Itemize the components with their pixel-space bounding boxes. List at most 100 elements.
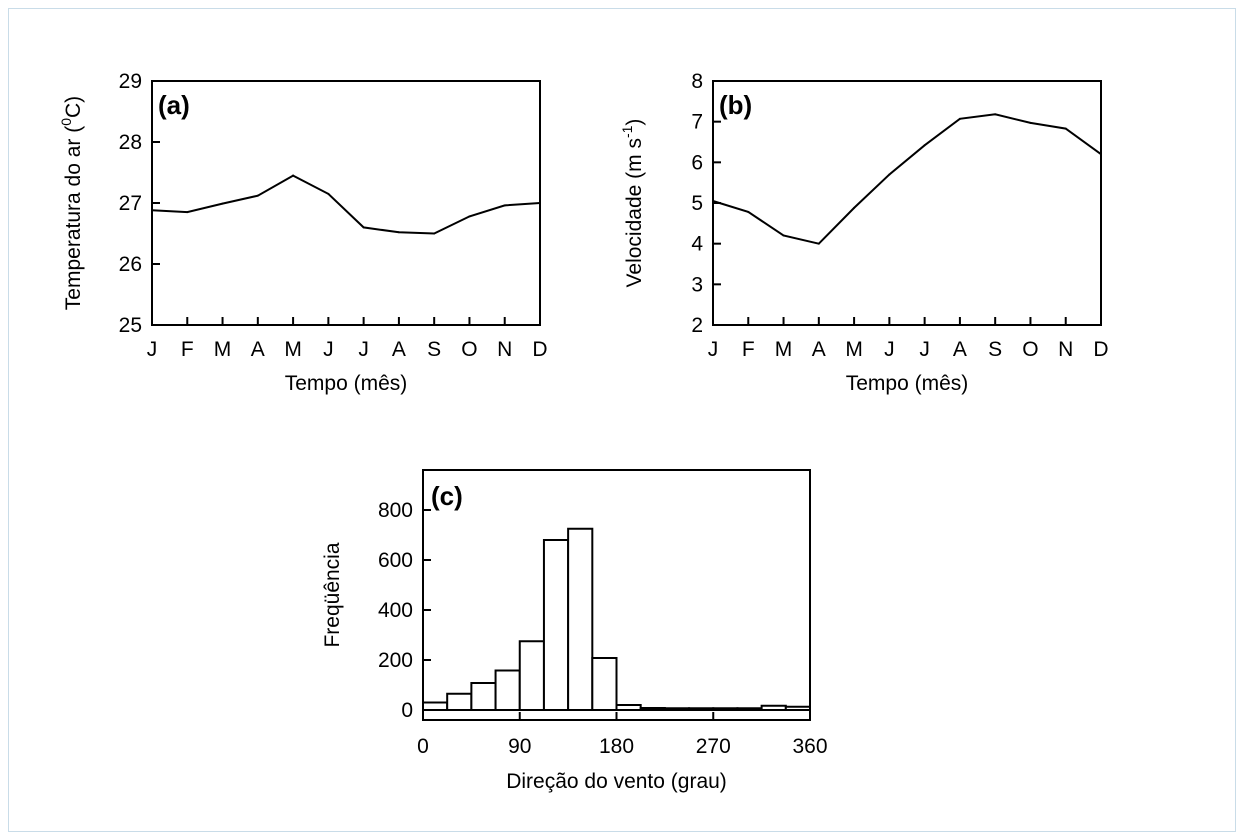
data-point <box>888 173 891 176</box>
x-tick-label: A <box>392 338 406 361</box>
x-tick-label: 180 <box>599 735 634 758</box>
data-point <box>817 242 820 245</box>
y-tick-label: 2 <box>691 314 703 337</box>
panel-label: (c) <box>431 481 463 511</box>
y-axis-label-unit: C) <box>62 96 85 118</box>
histogram-bar <box>542 539 570 711</box>
data-point <box>747 210 750 213</box>
histogram-bar <box>688 707 715 711</box>
data-point <box>327 192 330 195</box>
x-tick-label: M <box>775 338 793 361</box>
data-point <box>468 215 471 218</box>
y-tick-label: 5 <box>691 192 703 215</box>
data-point <box>256 194 259 197</box>
data-point <box>503 204 506 207</box>
histogram-bar <box>712 707 739 711</box>
plot-frame <box>151 80 541 326</box>
data-point <box>292 174 295 177</box>
x-tick-label: A <box>251 338 265 361</box>
data-point <box>186 211 189 214</box>
data-point <box>994 113 997 116</box>
histogram-bar <box>422 701 449 711</box>
data-point <box>958 117 961 120</box>
x-tick-label: M <box>284 338 302 361</box>
histogram-bar <box>760 704 787 711</box>
y-axis-label-superscript: -1 <box>619 125 635 138</box>
y-axis-label: Velocidade (m s-1) <box>619 119 646 288</box>
histogram-bar <box>470 682 497 711</box>
y-tick-label: 27 <box>119 192 142 215</box>
histogram-bar <box>518 640 545 711</box>
data-point <box>712 199 714 202</box>
y-axis-label: Freqüência <box>321 542 344 647</box>
y-tick-label: 0 <box>401 699 413 722</box>
x-tick-label: J <box>884 338 895 361</box>
panel-label: (b) <box>719 90 752 120</box>
series-line <box>151 174 541 235</box>
x-axis-label: Tempo (mês) <box>846 372 969 395</box>
x-tick-label: F <box>742 338 755 361</box>
histogram-bar <box>446 692 473 711</box>
y-tick-label: 26 <box>119 253 142 276</box>
data-point <box>221 202 224 205</box>
x-tick-label: N <box>497 338 512 361</box>
chart-panel-c: 0 200 400 600 800 0 90 180 270 360 (c) Direção do v… <box>321 469 828 793</box>
x-tick-label: S <box>427 338 441 361</box>
x-axis-label: Direção do vento (grau) <box>506 770 727 793</box>
x-tick-label: M <box>214 338 232 361</box>
y-tick-label: 800 <box>378 499 413 522</box>
series-line <box>712 113 1102 245</box>
histogram-bar <box>615 704 642 711</box>
x-tick-label: S <box>988 338 1002 361</box>
data-point <box>1064 127 1067 130</box>
y-axis-label-main: Temperatura do ar ( <box>62 126 85 310</box>
y-tick-label: 8 <box>691 70 703 93</box>
x-tick-label: O <box>461 338 477 361</box>
data-point <box>923 144 926 147</box>
data-point <box>433 232 436 235</box>
histogram-bar <box>591 657 618 711</box>
x-tick-label: 0 <box>417 735 429 758</box>
panel-label: (a) <box>158 90 190 120</box>
x-tick-label: A <box>953 338 967 361</box>
y-tick-label: 4 <box>691 233 703 256</box>
x-tick-label: 90 <box>508 735 531 758</box>
x-tick-label: J <box>358 338 369 361</box>
y-tick-label: 7 <box>691 111 703 134</box>
y-tick-label: 200 <box>378 649 413 672</box>
x-tick-label: J <box>708 338 719 361</box>
y-tick-label: 29 <box>119 70 142 93</box>
histogram-bar <box>736 707 763 711</box>
x-tick-label: J <box>147 338 158 361</box>
y-tick-label: 28 <box>119 131 142 154</box>
data-point <box>362 226 365 229</box>
x-tick-label: M <box>845 338 863 361</box>
figure-frame <box>8 8 1236 832</box>
data-point <box>853 206 856 209</box>
x-tick-label: N <box>1058 338 1073 361</box>
x-tick-label: 360 <box>792 735 827 758</box>
histogram-bar <box>784 705 811 711</box>
data-point <box>539 202 541 204</box>
x-tick-label: D <box>532 338 547 361</box>
x-tick-label: J <box>919 338 930 361</box>
x-axis-label: Tempo (mês) <box>285 372 408 395</box>
y-axis-label-superscript: 0 <box>58 118 74 126</box>
histogram-bar <box>567 527 594 711</box>
histogram-bar <box>663 707 691 711</box>
x-tick-label: 270 <box>696 735 731 758</box>
x-tick-label: J <box>323 338 334 361</box>
histogram-bar <box>639 707 666 711</box>
y-tick-label: 6 <box>691 151 703 174</box>
data-point <box>397 231 400 234</box>
x-tick-label: F <box>181 338 194 361</box>
y-tick-label: 3 <box>691 273 703 296</box>
y-axis-label-unit: ) <box>623 119 646 126</box>
data-point <box>1100 153 1102 156</box>
plot-frame <box>712 80 1102 326</box>
data-point <box>151 209 153 212</box>
y-axis-label-main: Velocidade (m s <box>623 138 646 287</box>
